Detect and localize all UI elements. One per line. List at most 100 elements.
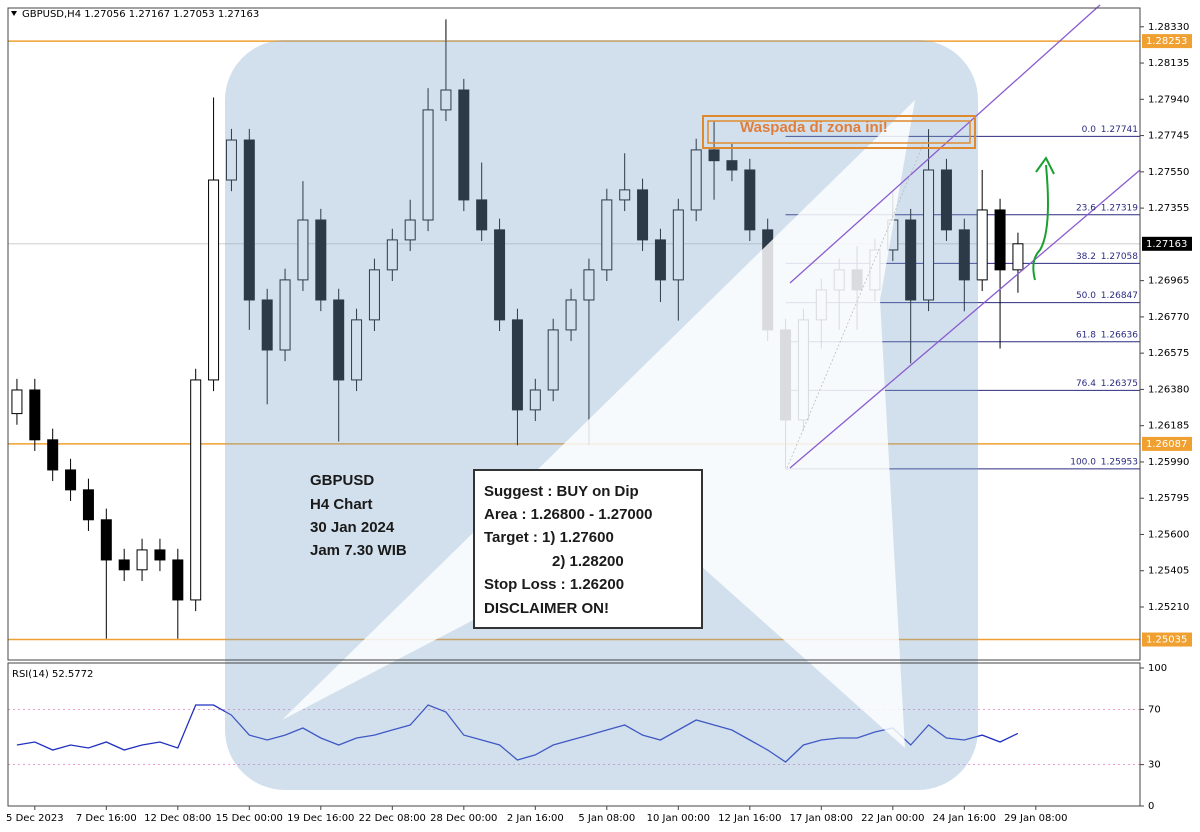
x-tick-label: 22 Dec 08:00: [359, 813, 426, 824]
fib-ratio: 76.4: [1076, 379, 1096, 389]
fib-price: 1.27741: [1101, 125, 1138, 135]
y-tick-label: 1.25990: [1148, 457, 1189, 468]
candle-body: [351, 319, 363, 381]
suggest-text: Target : 1) 1.27600: [484, 529, 614, 546]
candle-body: [100, 519, 112, 561]
y-tick-label: 1.28330: [1148, 22, 1189, 33]
candle-body: [261, 299, 273, 351]
y-tick-label: 1.26965: [1148, 276, 1189, 287]
candle-body: [279, 279, 291, 351]
candle-body: [458, 89, 470, 201]
y-tick-label: 1.26380: [1148, 384, 1189, 395]
x-tick-label: 19 Dec 16:00: [287, 813, 354, 824]
candle-body: [547, 329, 559, 391]
price-label-box: [1142, 236, 1192, 251]
candle-body: [923, 169, 935, 301]
level-label-box: [1142, 436, 1192, 451]
channel-line: [789, 4, 1101, 284]
fib-ratio: 100.0: [1070, 457, 1096, 467]
fib-price: 1.26636: [1101, 330, 1138, 340]
watermark-shape: [282, 100, 915, 748]
x-tick-label: 5 Dec 2023: [6, 813, 64, 824]
candle-body: [601, 199, 613, 271]
y-tick-label: 1.25600: [1148, 529, 1189, 540]
x-tick-label: 12 Dec 08:00: [144, 813, 211, 824]
y-tick-label: 1.25405: [1148, 566, 1189, 577]
candle-body: [583, 269, 595, 301]
rsi-tick-label: 70: [1148, 704, 1161, 715]
candle-body: [940, 169, 952, 231]
candle-body: [654, 239, 666, 281]
info-text: 30 Jan 2024: [310, 519, 395, 536]
header: GBPUSD,H4 1.27056 1.27167 1.27053 1.2716…: [22, 9, 259, 20]
header-icon: [11, 11, 17, 16]
candle-body: [690, 149, 702, 211]
suggest-text: 2) 1.28200: [552, 553, 624, 570]
candle-body: [672, 209, 684, 281]
y-tick-label: 1.27940: [1148, 94, 1189, 105]
arrow: [1032, 164, 1049, 281]
x-tick-label: 29 Jan 08:00: [1004, 813, 1067, 824]
candle-body: [976, 209, 988, 281]
fib-trend: [786, 139, 926, 469]
rsi-tick-label: 0: [1148, 801, 1154, 812]
candle-body: [708, 149, 720, 162]
fib-ratio: 61.8: [1076, 330, 1096, 340]
rsi-tick-label: 30: [1148, 760, 1161, 771]
rsi-frame: [7, 662, 1141, 807]
rsi-line: [16, 704, 1019, 763]
candle-body: [243, 139, 255, 301]
annotation: Waspada di zona ini!: [740, 119, 888, 136]
y-tick-label: 1.28135: [1148, 58, 1189, 69]
info-text: Jam 7.30 WIB: [310, 542, 407, 559]
suggest-box: [473, 469, 703, 629]
candle-body: [476, 199, 488, 231]
candle-body: [726, 160, 738, 171]
candle-body: [190, 379, 202, 601]
x-tick-label: 17 Jan 08:00: [790, 813, 853, 824]
candle-body: [619, 189, 631, 201]
fib-price: 1.25953: [1101, 457, 1138, 467]
x-tick-label: 12 Jan 16:00: [718, 813, 781, 824]
suggest-text: DISCLAIMER ON!: [484, 600, 609, 617]
candle-body: [994, 209, 1006, 271]
candle-body: [368, 269, 380, 321]
arrow-head: [1035, 156, 1055, 175]
candle-body: [11, 389, 23, 415]
level-label: 1.26087: [1146, 439, 1187, 450]
candle-body: [1012, 243, 1024, 271]
candle-body: [422, 109, 434, 221]
candle-body: [47, 439, 59, 471]
info-text: GBPUSD: [310, 472, 374, 489]
warning-zone: [702, 115, 976, 149]
candle-body: [494, 229, 506, 321]
candle-body: [440, 89, 452, 111]
fib-ratio: 23.6: [1076, 203, 1096, 213]
fib-price: 1.27058: [1101, 252, 1138, 262]
channel-line: [789, 169, 1141, 469]
x-tick-label: 10 Jan 00:00: [647, 813, 710, 824]
fib-price: 1.26847: [1101, 291, 1138, 301]
y-tick-label: 1.26770: [1148, 312, 1189, 323]
y-tick-label: 1.27355: [1148, 203, 1189, 214]
x-tick-label: 15 Dec 00:00: [216, 813, 283, 824]
suggest-text: Suggest : BUY on Dip: [484, 483, 639, 500]
info-text: H4 Chart: [310, 496, 373, 513]
candle-body: [172, 559, 184, 601]
x-tick-label: 7 Dec 16:00: [76, 813, 137, 824]
x-tick-label: 2 Jan 16:00: [507, 813, 564, 824]
rsi-tick-label: 100: [1148, 663, 1167, 674]
candle-body: [65, 469, 77, 491]
candle-body: [404, 219, 416, 241]
level-label: 1.28253: [1146, 36, 1187, 47]
candle-body: [333, 299, 345, 381]
main-frame: [7, 7, 1141, 661]
fib-ratio: 38.2: [1076, 252, 1096, 262]
price-label: 1.27163: [1146, 239, 1187, 250]
x-tick-label: 22 Jan 00:00: [861, 813, 924, 824]
x-tick-label: 5 Jan 08:00: [578, 813, 635, 824]
y-tick-label: 1.27745: [1148, 131, 1189, 142]
candle-body: [637, 189, 649, 241]
fib-ratio: 0.0: [1082, 125, 1097, 135]
